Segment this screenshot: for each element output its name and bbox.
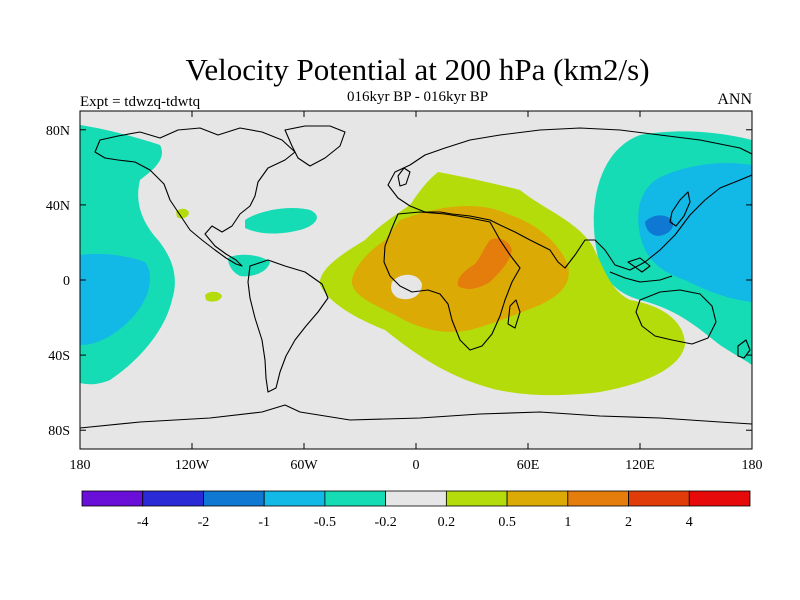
colorbar-label: 4 — [686, 515, 693, 530]
contour-caribbean — [228, 254, 270, 277]
colorbar-swatch — [567, 490, 629, 507]
contour-gulf-guinea-hole — [391, 274, 422, 300]
colorbar-label: 0.2 — [438, 515, 456, 530]
colorbar-label: -0.2 — [375, 515, 397, 530]
colorbar-label: -0.5 — [314, 515, 336, 530]
y-tick-label: 40N — [46, 199, 70, 214]
contour-africa-moderate — [351, 205, 569, 332]
axis-ticks: 180 120W 60W 0 60E 120E 180 80N 40N 0 40S 80S — [46, 111, 763, 473]
coastline-north-america — [94, 127, 296, 267]
colorbar-swatch — [142, 490, 204, 507]
contour-east-africa-strong — [457, 238, 512, 289]
y-tick-label: 0 — [63, 274, 70, 289]
colorbar-swatch — [81, 490, 144, 507]
contour-japan-dark — [645, 215, 674, 236]
coastline-british-isles — [397, 167, 411, 187]
colorbar-swatch — [506, 490, 569, 507]
colorbar: -4 -2 -1 -0.5 -0.2 0.2 0.5 1 2 4 — [81, 490, 751, 530]
contour-field — [80, 111, 752, 449]
contour-pacific-west-core — [638, 163, 752, 302]
coastline-africa — [383, 211, 521, 351]
coastline-greenland — [284, 125, 346, 167]
coastlines — [80, 125, 752, 429]
coastline-eurasia — [387, 127, 752, 271]
colorbar-swatch — [324, 490, 387, 507]
coastline-madagascar — [507, 299, 521, 329]
colorbar-swatch — [445, 490, 508, 507]
x-tick-label: 60E — [517, 458, 540, 473]
x-tick-label: 180 — [70, 458, 91, 473]
y-tick-label: 40S — [48, 349, 70, 364]
x-tick-label: 0 — [413, 458, 420, 473]
contour-north-atlantic — [245, 208, 317, 234]
colorbar-label: -4 — [137, 515, 149, 530]
colorbar-label: 0.5 — [498, 515, 516, 530]
colorbar-swatch — [688, 490, 751, 507]
colorbar-label: -1 — [258, 515, 270, 530]
chart-subtitle: 016kyr BP - 016kyr BP — [346, 89, 489, 105]
colorbar-label: 2 — [625, 515, 632, 530]
colorbar-swatch — [203, 490, 265, 507]
contour-east-pacific-small — [205, 291, 222, 302]
coastline-new-zealand — [737, 339, 751, 359]
season-label: ANN — [717, 91, 752, 108]
coastline-indonesia — [609, 257, 673, 283]
colorbar-swatch — [628, 490, 690, 507]
colorbar-label: -2 — [198, 515, 210, 530]
x-tick-label: 60W — [290, 458, 318, 473]
coastline-south-america — [247, 259, 329, 393]
coastline-antarctica — [80, 404, 752, 429]
y-tick-label: 80N — [46, 124, 70, 139]
colorbar-label: 1 — [564, 515, 571, 530]
y-tick-label: 80S — [48, 424, 70, 439]
coastline-japan — [669, 191, 691, 227]
x-tick-label: 180 — [742, 458, 763, 473]
contour-pacific-east-core — [80, 253, 150, 345]
contour-north-america-small — [176, 208, 189, 219]
colorbar-swatch — [263, 490, 326, 507]
experiment-label: Expt = tdwzq-tdwtq — [80, 94, 201, 110]
x-tick-label: 120E — [625, 458, 655, 473]
x-tick-label: 120W — [175, 458, 210, 473]
coastline-australia — [635, 289, 717, 345]
colorbar-swatch — [385, 490, 447, 507]
chart-title: Velocity Potential at 200 hPa (km2/s) — [185, 52, 650, 87]
